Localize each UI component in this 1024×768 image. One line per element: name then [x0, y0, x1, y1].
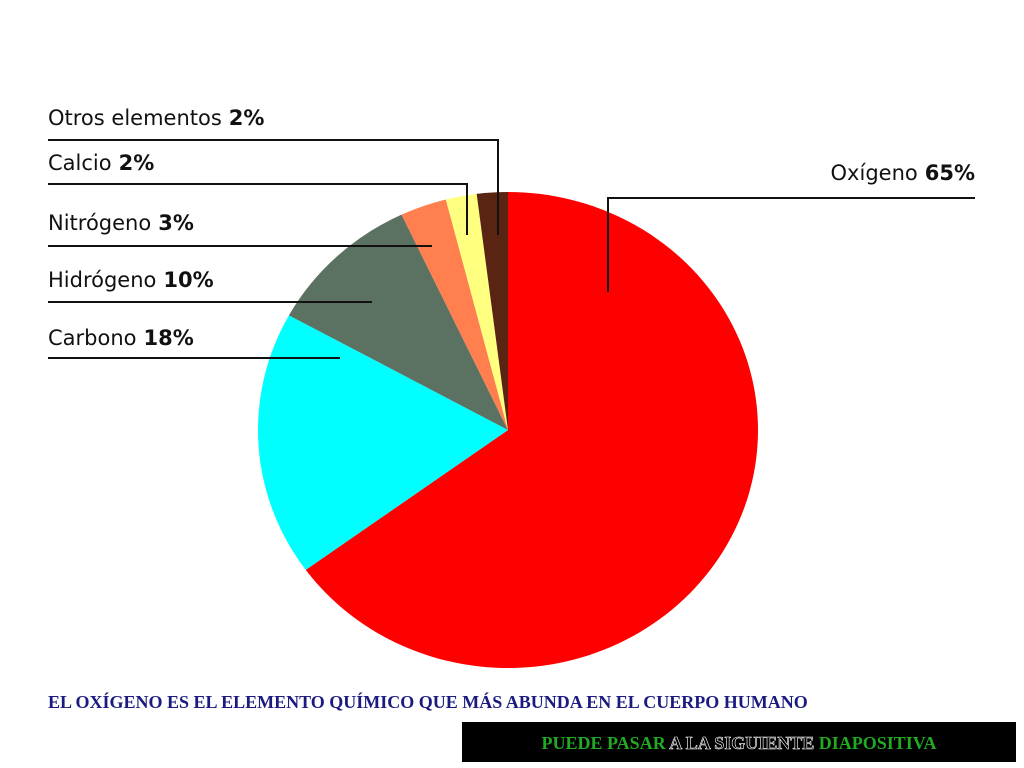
pie-slice [258, 315, 508, 570]
category-name: Nitrógeno [48, 211, 151, 235]
pie-slice [305, 192, 758, 669]
leader-line [48, 183, 468, 235]
pie-slice [445, 193, 508, 430]
button-label: PUEDE PASAR A LA SIGUIENTE DIAPOSITIVA [542, 733, 937, 753]
value-label: 10% [163, 268, 213, 292]
slice-label: Oxígeno 65% [831, 161, 975, 185]
next-button[interactable]: PUEDE PASAR A LA SIGUIENTE DIAPOSITIVA [462, 722, 1016, 762]
value-label: 2% [119, 151, 155, 175]
category-name: Hidrógeno [48, 268, 156, 292]
slice-label: Carbono 18% [48, 326, 194, 350]
button-part: PUEDE PASAR [542, 733, 667, 753]
pie-slice [401, 199, 508, 430]
leader-line [607, 197, 975, 292]
slice-label: Nitrógeno 3% [48, 211, 194, 235]
button-part: DIAPOSITIVA [819, 733, 937, 753]
slice-label: Hidrógeno 10% [48, 268, 214, 292]
category-name: Oxígeno [831, 161, 918, 185]
category-name: Otros elementos [48, 106, 222, 130]
slice-label: Calcio 2% [48, 151, 154, 175]
value-label: 2% [229, 106, 265, 130]
button-part: A LA SIGUIENTE [669, 733, 814, 753]
pie-slice [288, 214, 508, 430]
value-label: 3% [158, 211, 194, 235]
leader-line [48, 139, 499, 235]
pie-slice [476, 192, 508, 430]
slice-label: Otros elementos 2% [48, 106, 264, 130]
button-background [462, 722, 1016, 762]
value-label: 18% [144, 326, 194, 350]
category-name: Carbono [48, 326, 137, 350]
caption: EL OXÍGENO ES EL ELEMENTO QUÍMICO QUE MÁ… [48, 691, 808, 712]
value-label: 65% [925, 161, 975, 185]
category-name: Calcio [48, 151, 112, 175]
